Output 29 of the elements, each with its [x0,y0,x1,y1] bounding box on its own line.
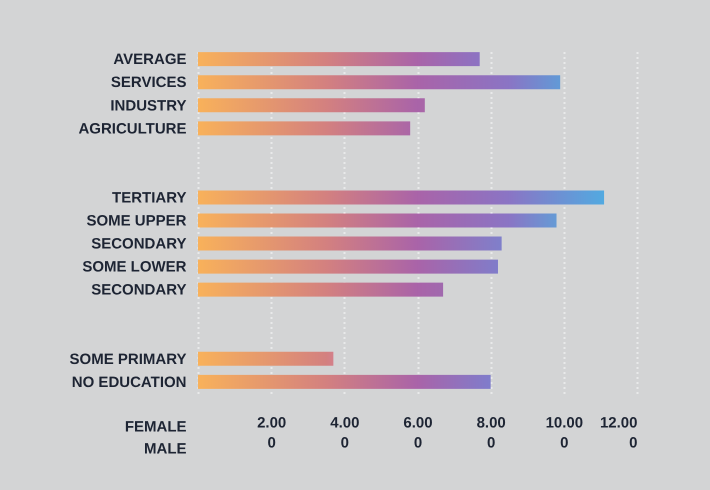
x-tick-label: 4.000 [330,414,360,452]
y-tick-label: SECONDARY [91,282,186,299]
x-tick-label: 6.000 [403,414,433,452]
y-tick-label: SOME LOWER [82,258,187,276]
bar [198,214,557,228]
y-tick-label: SOME UPPER [86,212,187,230]
x-axis-title: FEMALE MALE [124,418,186,458]
bar [198,282,444,297]
y-tick-label: INDUSTRY [110,97,186,114]
y-tick-label: AGRICULTURE [78,120,186,138]
y-tick-label: AVERAGE [113,51,186,68]
y-tick-label: SOME PRIMARY [70,350,186,368]
bar [198,190,604,204]
x-tick-label: 10.000 [546,414,584,452]
x-tick-label: 12.000 [600,414,638,452]
y-tick-label: SECONDARY [91,236,186,253]
bar [198,352,334,366]
x-tick-label: 2.000 [257,414,286,452]
bar [198,98,425,112]
x-tick-label: 8.000 [476,414,506,452]
bar [198,374,491,389]
y-tick-label: NO EDUCATION [72,374,186,391]
bar [198,52,480,66]
bar [198,121,410,136]
y-tick-label: TERTIARY [112,189,186,206]
bar [198,75,560,90]
y-tick-label: SERVICES [110,74,186,92]
bar [198,236,502,251]
bar [198,260,498,274]
